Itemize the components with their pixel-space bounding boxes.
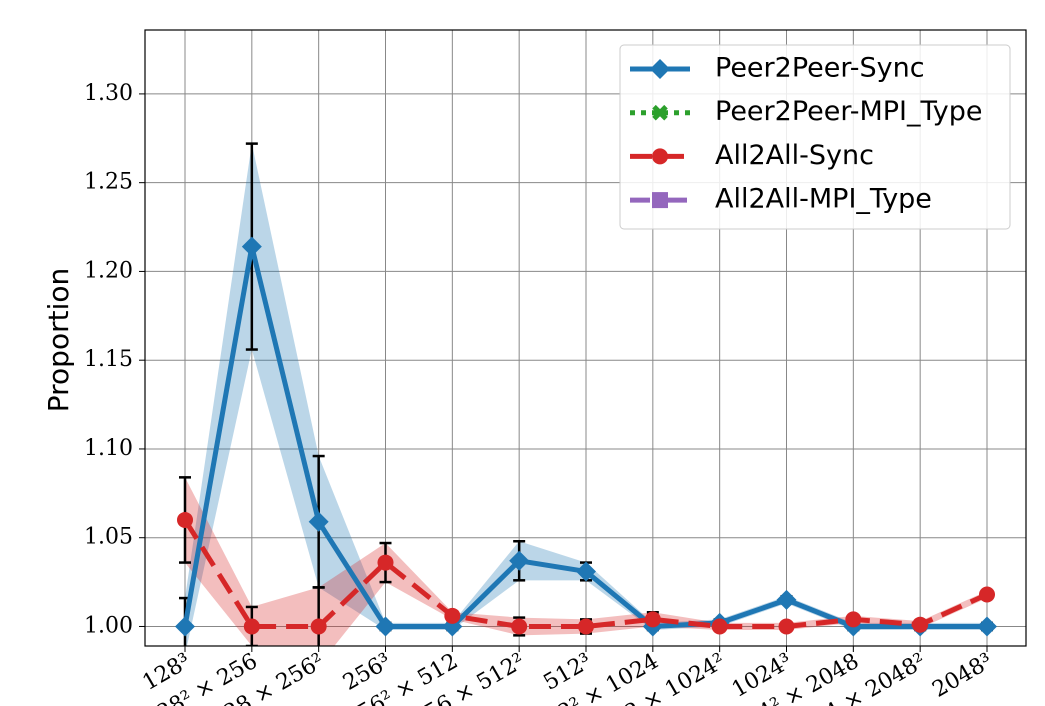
marker xyxy=(509,550,530,571)
marker xyxy=(776,589,797,610)
marker xyxy=(644,611,661,628)
error-band xyxy=(586,612,653,634)
marker xyxy=(912,616,929,633)
legend-label: Peer2Peer-Sync xyxy=(715,53,925,84)
marker xyxy=(243,618,260,635)
marker xyxy=(308,511,329,532)
marker xyxy=(845,611,862,628)
marker xyxy=(310,618,327,635)
marker xyxy=(576,561,596,582)
plot-frame xyxy=(144,29,1027,647)
y-tick-label: 1.15 xyxy=(84,347,133,372)
plot-area xyxy=(175,142,997,646)
marker xyxy=(241,236,262,257)
y-axis-label: Proportion xyxy=(42,268,75,412)
legend-label: Peer2Peer-MPI_Type xyxy=(715,96,983,127)
marker xyxy=(377,554,394,571)
y-tick-label: 1.10 xyxy=(84,436,133,461)
legend-label: All2All-MPI_Type xyxy=(715,184,932,215)
marker xyxy=(650,59,670,79)
legend-box xyxy=(619,44,1011,230)
y-tick-label: 1.00 xyxy=(84,613,133,638)
marker xyxy=(375,616,396,637)
marker xyxy=(977,616,997,637)
marker xyxy=(979,586,995,603)
error-band xyxy=(251,587,319,646)
y-tick-label: 1.30 xyxy=(84,81,133,106)
error-band xyxy=(251,143,319,588)
marker xyxy=(652,104,668,121)
error-band xyxy=(519,617,586,636)
marker xyxy=(444,607,461,624)
y-tick-label: 1.25 xyxy=(84,170,133,195)
error-band xyxy=(318,456,386,631)
marker xyxy=(578,618,594,635)
error-band xyxy=(385,543,453,620)
marker xyxy=(511,618,528,635)
legend: Peer2Peer-Sync Peer2Peer-MPI_Type All2All-… xyxy=(619,44,1011,230)
marker xyxy=(778,618,795,635)
marker xyxy=(652,192,668,209)
marker xyxy=(175,616,195,637)
marker xyxy=(652,148,668,165)
marker xyxy=(177,511,193,528)
legend-label: All2All-Sync xyxy=(715,140,874,171)
y-tick-label: 1.20 xyxy=(84,258,133,283)
marker xyxy=(711,618,728,635)
x-tick-label: 2048³ xyxy=(928,649,997,703)
y-tick-label: 1.05 xyxy=(84,525,133,550)
